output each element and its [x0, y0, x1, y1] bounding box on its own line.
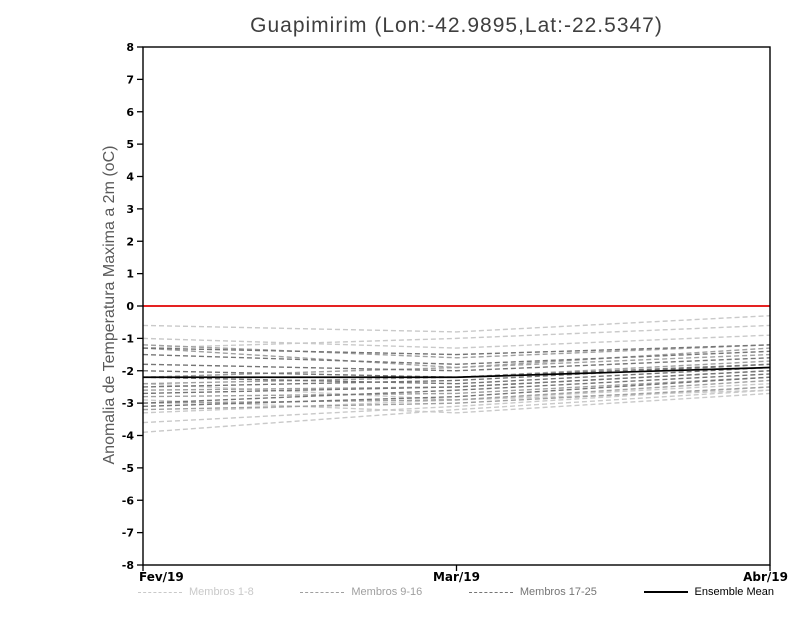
chart-legend: Membros 1-8 Membros 9-16 Membros 17-25 Ense… [138, 586, 774, 598]
y-tick-label: -6 [122, 494, 135, 507]
plot-frame [142, 46, 771, 566]
legend-line-sample [468, 591, 513, 593]
chart-title: Guapimirim (Lon:-42.9895,Lat:-22.5347) [250, 14, 663, 37]
x-tick-label: Fev/19 [139, 570, 184, 584]
y-tick-label: 5 [126, 138, 134, 151]
y-tick-label: 6 [126, 106, 134, 119]
y-tick-label: 7 [126, 73, 134, 86]
ensemble-member-line [142, 379, 771, 404]
legend-label: Membros 9-16 [351, 586, 423, 598]
y-tick-label: -4 [122, 430, 135, 443]
y-tick-label: 1 [126, 268, 134, 281]
ensemble-member-line [142, 383, 771, 414]
ensemble-member-line [142, 334, 771, 349]
ensemble-member-line [142, 344, 771, 356]
ensemble-member-line [142, 357, 771, 372]
ensemble-member-line [142, 376, 771, 398]
ensemble-member-line [142, 344, 771, 359]
ensemble-member-line [142, 376, 771, 408]
ensemble-member-line [142, 370, 771, 395]
ensemble-member-line [142, 373, 771, 404]
ensemble-member-line [142, 350, 771, 365]
ensemble-member-line [142, 383, 771, 401]
ensemble-member-line [142, 366, 771, 385]
y-tick-label: 2 [126, 235, 134, 248]
y-tick-label: -7 [122, 527, 134, 540]
ensemble-member-line [142, 386, 771, 411]
legend-label: Ensemble Mean [694, 586, 775, 598]
legend-item-membros-1-8: Membros 1-8 [138, 586, 254, 598]
x-tick-label: Abr/19 [743, 570, 788, 584]
legend-item-ensemble-mean: Ensemble Mean [643, 586, 775, 598]
ensemble-member-line [142, 324, 771, 349]
legend-item-membros-9-16: Membros 9-16 [300, 586, 422, 598]
y-tick-label: 4 [126, 171, 134, 184]
legend-line-sample [300, 591, 345, 593]
ensemble-member-line [142, 386, 771, 424]
y-tick-label: -3 [122, 397, 134, 410]
y-tick-label: -5 [122, 462, 134, 475]
ensemble-member-line [142, 363, 771, 388]
legend-line-sample [138, 591, 182, 593]
ensemble-member-line [142, 392, 771, 414]
y-tick-label: -1 [122, 332, 134, 345]
legend-line-sample [643, 591, 688, 593]
y-tick-label: 3 [126, 203, 134, 216]
ensemble-member-line [142, 389, 771, 433]
ensemble-member-line [142, 315, 771, 333]
y-tick-label: -8 [122, 559, 134, 572]
ensemble-member-line [142, 347, 771, 378]
y-tick-label: -2 [122, 365, 134, 378]
x-tick-label: Mar/19 [433, 570, 480, 584]
y-tick-label: 0 [126, 300, 134, 313]
ensemble-mean-line [143, 366, 771, 379]
legend-label: Membros 17-25 [519, 586, 597, 598]
legend-label: Membros 1-8 [189, 586, 254, 598]
legend-item-membros-17-25: Membros 17-25 [468, 586, 597, 598]
y-tick-label: 8 [126, 41, 134, 54]
